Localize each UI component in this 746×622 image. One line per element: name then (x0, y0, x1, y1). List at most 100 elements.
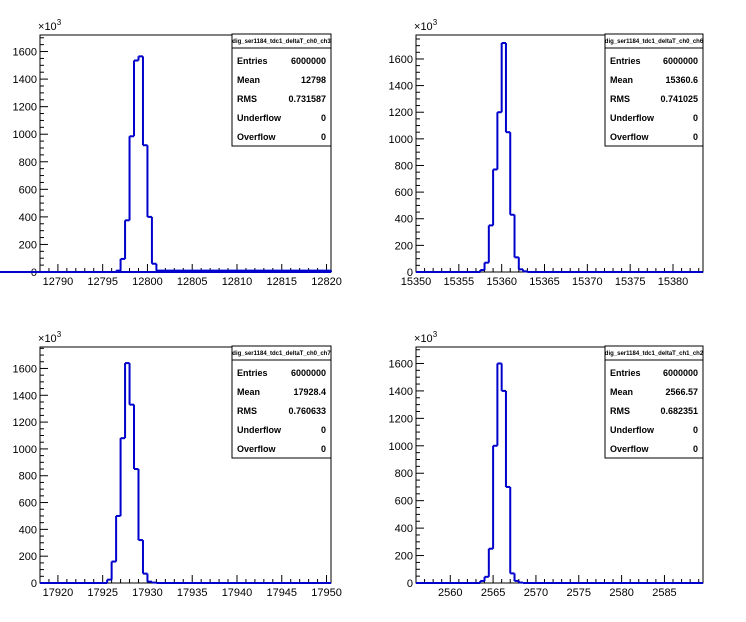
stats-label: Entries (610, 56, 641, 66)
x-tick-label: 15380 (658, 276, 689, 288)
y-tick-label: 200 (395, 240, 413, 252)
y-tick-label: 1600 (389, 358, 413, 370)
histogram-title: dig_ser1184_tdc1_deltaT_ch1_ch2 (605, 351, 704, 357)
x-tick-label: 17935 (177, 587, 208, 599)
stats-box-frame (231, 33, 332, 147)
stats-box-frame (604, 345, 704, 459)
x-tick-label: 12800 (132, 276, 163, 288)
y-tick-label: 1200 (13, 417, 37, 429)
stats-label: Underflow (237, 113, 282, 123)
y-tick-label: 400 (19, 212, 37, 224)
y-tick-label: 800 (19, 471, 37, 483)
stats-value: 0.682351 (660, 406, 698, 416)
stats-label: Underflow (610, 113, 655, 123)
x-tick-label: 2585 (652, 587, 676, 599)
y-tick-label: 400 (395, 523, 413, 535)
stats-label: Entries (610, 368, 641, 378)
stats-value: 0 (693, 425, 698, 435)
y-tick-label: 600 (395, 496, 413, 508)
y-axis-multiplier: ×103 (38, 18, 62, 33)
x-tick-label: 12790 (43, 276, 74, 288)
y-axis-multiplier: ×103 (414, 330, 438, 345)
histogram-series (0, 55, 332, 273)
stats-label: Mean (237, 75, 260, 85)
x-tick-label: 17950 (311, 587, 342, 599)
x-tick-label: 17920 (43, 587, 74, 599)
stats-value: 15360.6 (665, 75, 698, 85)
stats-value: 17928.4 (293, 387, 326, 397)
y-tick-label: 1200 (13, 102, 37, 114)
y-tick-label: 1000 (13, 129, 37, 141)
stats-value: 0 (693, 113, 698, 123)
y-tick-label: 0 (407, 267, 413, 279)
y-multiplier-exponent: 3 (433, 330, 438, 339)
y-tick-label: 800 (395, 160, 413, 172)
y-multiplier-exponent: 3 (57, 18, 62, 27)
stats-value: 0 (321, 113, 326, 123)
y-multiplier-exponent: 3 (433, 18, 438, 27)
y-tick-label: 600 (19, 184, 37, 196)
y-tick-label: 1000 (13, 444, 37, 456)
y-tick-label: 200 (395, 551, 413, 563)
stats-value: 0 (693, 132, 698, 142)
x-tick-label: 2575 (567, 587, 591, 599)
x-axis: 2560 2565 2570 2575 2580 2585 (415, 575, 700, 599)
stats-value: 0.731587 (288, 94, 326, 104)
stats-box: dig_ser1184_tdc1_deltaT_ch0_ch7 Entries 60… (231, 345, 332, 459)
stats-label: Underflow (610, 425, 655, 435)
stats-value: 0 (693, 444, 698, 454)
stats-value: 0 (321, 132, 326, 142)
histogram-series (416, 41, 703, 273)
stats-label: RMS (610, 94, 630, 104)
y-tick-label: 200 (19, 551, 37, 563)
stats-label: Overflow (610, 444, 650, 454)
y-tick-label: 1600 (389, 54, 413, 66)
stats-label: Entries (237, 368, 268, 378)
histogram-title: dig_ser1184_tdc1_deltaT_ch0_ch7 (232, 351, 331, 357)
y-tick-label: 400 (19, 524, 37, 536)
x-tick-label: 17940 (222, 587, 253, 599)
x-tick-label: 2565 (481, 587, 505, 599)
x-axis: 17920 17925 17930 17935 17940 17945 17950 (39, 575, 342, 599)
x-tick-label: 12810 (222, 276, 253, 288)
x-tick-label: 2560 (438, 587, 462, 599)
y-tick-label: 1000 (389, 441, 413, 453)
y-tick-label: 0 (407, 578, 413, 590)
stats-value: 12798 (301, 75, 326, 85)
y-tick-label: 600 (19, 498, 37, 510)
x-tick-label: 15355 (444, 276, 475, 288)
y-multiplier-base: 10 (420, 21, 432, 33)
histogram-pad-1: 0200400600800100012001400160012790127951… (0, 18, 342, 288)
y-tick-label: 600 (395, 187, 413, 199)
y-multiplier-base: 10 (44, 21, 56, 33)
stats-value: 6000000 (291, 368, 326, 378)
y-multiplier-exponent: 3 (57, 330, 62, 339)
stats-label: Mean (610, 387, 633, 397)
x-tick-label: 12805 (177, 276, 208, 288)
x-tick-label: 17945 (266, 587, 297, 599)
x-tick-label: 15375 (615, 276, 646, 288)
stats-value: 6000000 (663, 368, 698, 378)
stats-value: 0.760633 (288, 406, 326, 416)
y-tick-label: 1200 (389, 413, 413, 425)
stats-box: dig_ser1184_tdc1_deltaT_ch0_ch3 Entries 60… (231, 33, 332, 147)
stats-label: RMS (237, 94, 257, 104)
stats-label: Overflow (237, 132, 277, 142)
x-tick-label: 12815 (266, 276, 297, 288)
x-tick-label: 2570 (524, 587, 548, 599)
y-tick-label: 1400 (13, 74, 37, 86)
y-multiplier-base: 10 (44, 333, 56, 345)
x-tick-label: 15350 (401, 276, 432, 288)
stats-value: 0 (321, 425, 326, 435)
y-tick-label: 1400 (389, 386, 413, 398)
y-axis-multiplier: ×103 (414, 18, 438, 33)
